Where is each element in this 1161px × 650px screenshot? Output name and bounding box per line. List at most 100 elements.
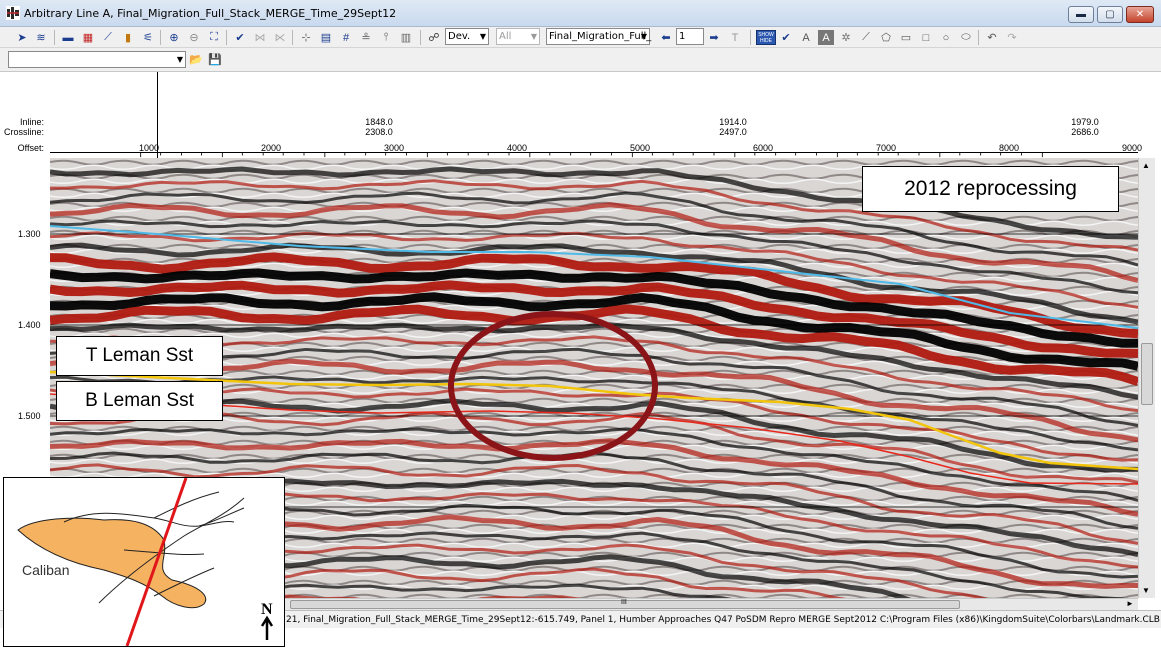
inline-value: 1848.0 bbox=[365, 117, 393, 127]
highlight-ellipse bbox=[448, 311, 658, 461]
scroll-up-icon[interactable]: ▲ bbox=[1142, 161, 1150, 170]
chevron-down-icon: ▼ bbox=[176, 55, 183, 64]
close-button[interactable]: ✕ bbox=[1126, 6, 1154, 23]
horizon-select[interactable]: ▼ bbox=[8, 51, 186, 68]
toolbar-separator bbox=[978, 30, 979, 45]
colorbar-icon[interactable]: ▮ bbox=[124, 32, 132, 44]
arrow-right-icon[interactable]: ➡ bbox=[709, 32, 719, 44]
all-combo-value: All bbox=[499, 31, 512, 42]
square-icon[interactable]: □ bbox=[922, 31, 930, 44]
merge-icon[interactable]: ⋈ bbox=[254, 32, 266, 44]
checkmark-icon[interactable]: ✔ bbox=[235, 32, 245, 44]
offset-label: Offset: bbox=[17, 143, 44, 153]
seismic-reflector bbox=[50, 191, 1138, 267]
offset-ruler bbox=[50, 152, 1138, 158]
vertical-scrollbar[interactable]: ▲ ▼ bbox=[1138, 158, 1155, 598]
step-input[interactable]: 1 bbox=[676, 28, 704, 45]
wavy-lines-icon[interactable]: ≋ bbox=[36, 32, 46, 44]
show-hide-button[interactable]: SHOW HIDE bbox=[756, 30, 776, 45]
shallow-horizon[interactable] bbox=[50, 225, 1138, 329]
time-depth-icon[interactable]: T bbox=[731, 31, 739, 44]
ellipse-icon[interactable]: ⬭ bbox=[961, 31, 971, 43]
wiggle-icon[interactable]: ⚟ bbox=[143, 32, 153, 44]
lasso-icon[interactable]: ☍ bbox=[428, 32, 440, 44]
all-combo[interactable]: All ▼ bbox=[496, 28, 540, 45]
seismic-reflector bbox=[50, 322, 1138, 400]
base-leman-horizon[interactable] bbox=[50, 393, 1138, 485]
text-box-icon[interactable]: A bbox=[818, 30, 834, 45]
crossline-value: 2308.0 bbox=[365, 127, 393, 137]
location-map: Caliban N bbox=[17, 477, 274, 647]
arrow-left-icon[interactable]: ⬅ bbox=[661, 32, 671, 44]
toolbar-separator bbox=[420, 30, 421, 45]
offset-tick: 7000 bbox=[875, 143, 897, 153]
volume-combo[interactable]: Final_Migration_Full_ ▼ bbox=[546, 28, 651, 45]
horizontal-scroll-thumb[interactable]: III bbox=[290, 599, 960, 609]
minimize-button[interactable]: ▬ bbox=[1068, 6, 1094, 23]
chevron-down-icon: ▼ bbox=[530, 32, 537, 41]
sun-icon[interactable]: ✲ bbox=[841, 32, 851, 44]
seismic-reflector bbox=[50, 398, 1138, 473]
seismic-reflector bbox=[50, 347, 1138, 427]
save-icon[interactable]: 💾 bbox=[208, 54, 222, 66]
document-icon[interactable]: ▤ bbox=[320, 32, 332, 44]
scroll-down-icon[interactable]: ▼ bbox=[1142, 586, 1150, 595]
main-toolbar: ➤ ≋ ▬ ▦ ⟋ ▮ ⚟ ⊕ ⊖ ⛶ ✔ ⋈ ⋉ ⊹ ▤ # ≗ ⫯ ▥ ☍ … bbox=[0, 27, 1161, 48]
caliban-label: Caliban bbox=[22, 562, 69, 578]
north-label: N bbox=[261, 601, 273, 618]
offset-tick: 6000 bbox=[752, 143, 774, 153]
redo-icon[interactable]: ↷ bbox=[1007, 32, 1017, 44]
crossline-value: 2686.0 bbox=[1071, 127, 1099, 137]
base-leman-label: B Leman Sst bbox=[56, 381, 223, 421]
seismic-reflector bbox=[50, 280, 1138, 358]
rectangle-icon[interactable]: ▭ bbox=[900, 32, 912, 44]
status-bar: 21, Final_Migration_Full_Stack_MERGE_Tim… bbox=[0, 610, 1161, 628]
split-icon[interactable]: ⋉ bbox=[274, 32, 286, 44]
align-icon[interactable]: ⫯ bbox=[383, 31, 389, 43]
seismic-reflector bbox=[50, 463, 1138, 545]
snap-icon[interactable]: ⊹ bbox=[301, 32, 311, 44]
scroll-right-icon[interactable]: ► bbox=[1126, 599, 1134, 608]
seismic-reflector bbox=[50, 268, 1138, 348]
dev-combo-value: Dev. bbox=[448, 31, 471, 42]
open-folder-icon[interactable]: 📂 bbox=[189, 54, 203, 66]
line-icon[interactable]: ⟋ bbox=[862, 31, 870, 43]
seismic-reflector bbox=[50, 411, 1138, 484]
undo-icon[interactable]: ↶ bbox=[987, 32, 997, 44]
seismic-reflector bbox=[50, 335, 1138, 413]
horizontal-scrollbar[interactable]: III ► bbox=[50, 598, 1138, 610]
text-icon[interactable]: A bbox=[802, 31, 810, 44]
pointer-icon[interactable]: ➤ bbox=[17, 32, 27, 44]
toolbar-separator bbox=[750, 30, 751, 45]
inline-value: 1914.0 bbox=[719, 117, 747, 127]
section-header bbox=[0, 72, 1161, 158]
zoom-in-icon[interactable]: ⊕ bbox=[169, 32, 179, 44]
chevron-down-icon: ▼ bbox=[640, 32, 647, 41]
horizon-pick-icon[interactable]: ▬ bbox=[62, 31, 74, 44]
offset-tick: 3000 bbox=[383, 143, 405, 153]
offset-tick: 8000 bbox=[998, 143, 1020, 153]
circle-icon[interactable]: ○ bbox=[942, 31, 950, 44]
fault-icon[interactable]: ⟋ bbox=[104, 31, 112, 43]
flatten-icon[interactable]: ≗ bbox=[361, 32, 371, 44]
dev-combo[interactable]: Dev. ▼ bbox=[445, 28, 489, 45]
toolbar-separator bbox=[54, 30, 55, 45]
toolbar-separator bbox=[226, 30, 227, 45]
app-icon bbox=[6, 6, 20, 20]
checkmark-icon[interactable]: ✔ bbox=[781, 32, 791, 44]
vertical-scroll-thumb[interactable] bbox=[1141, 343, 1153, 405]
zoom-out-icon[interactable]: ⊖ bbox=[189, 32, 199, 44]
columns-icon[interactable]: ▥ bbox=[400, 32, 412, 44]
reprocessing-label: 2012 reprocessing bbox=[862, 166, 1119, 212]
hash-grid-icon[interactable]: # bbox=[342, 31, 350, 44]
toolbar-separator bbox=[160, 30, 161, 45]
maximize-button[interactable]: ▢ bbox=[1097, 6, 1123, 23]
zoom-extent-icon[interactable]: ⛶ bbox=[210, 31, 218, 43]
top-leman-horizon[interactable] bbox=[50, 370, 1138, 471]
offset-tick: 9000 bbox=[1121, 143, 1143, 153]
grid-color-icon[interactable]: ▦ bbox=[82, 32, 94, 44]
seismic-reflector bbox=[50, 438, 1138, 517]
inline-value: 1979.0 bbox=[1071, 117, 1099, 127]
seismic-reflector bbox=[50, 427, 1138, 502]
polygon-icon[interactable]: ⬠ bbox=[881, 32, 891, 44]
